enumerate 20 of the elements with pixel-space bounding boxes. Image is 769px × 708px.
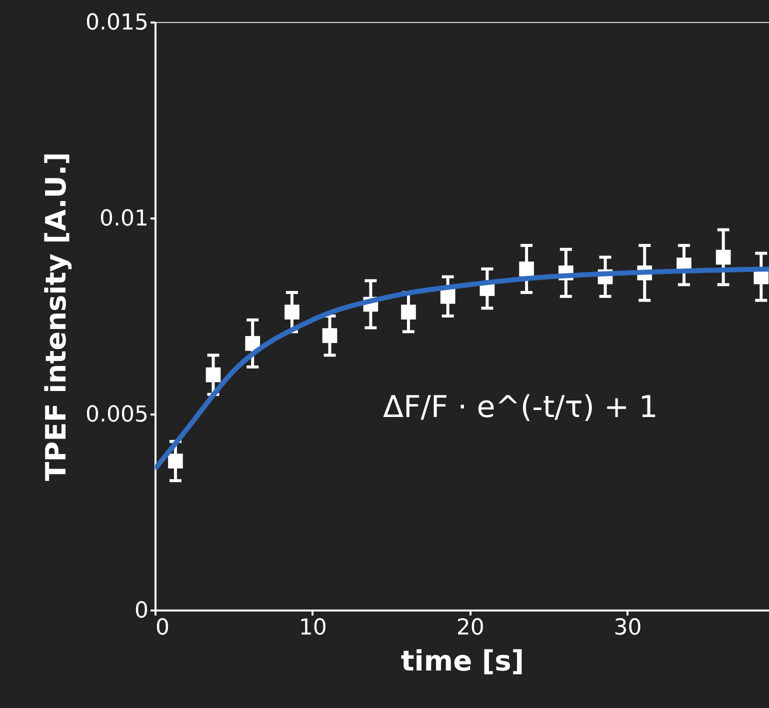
x-tick-label: 20 xyxy=(456,616,484,640)
point xyxy=(206,367,221,382)
x-axis-title: time [s] xyxy=(400,644,524,678)
point xyxy=(401,304,416,320)
x-tick-label: 30 xyxy=(614,616,642,640)
x-tick-label: 0 xyxy=(156,616,170,640)
point xyxy=(440,288,456,304)
point xyxy=(519,262,534,276)
y-axis-title: TPEF intensity [A.U.] xyxy=(40,152,73,481)
point xyxy=(716,250,731,265)
y-tick-label: 0.01 xyxy=(100,206,148,232)
y-tick-label: 0.015 xyxy=(86,10,148,36)
point xyxy=(245,336,260,351)
y-tick-label: 0.005 xyxy=(86,402,148,428)
x-tick-label: 10 xyxy=(298,616,327,640)
annotation: ΔF/F · e^(-t/τ) + 1 xyxy=(383,390,658,425)
y-tick-label: 0 xyxy=(134,598,148,624)
point xyxy=(168,454,183,468)
point xyxy=(322,328,338,344)
point xyxy=(284,304,300,320)
